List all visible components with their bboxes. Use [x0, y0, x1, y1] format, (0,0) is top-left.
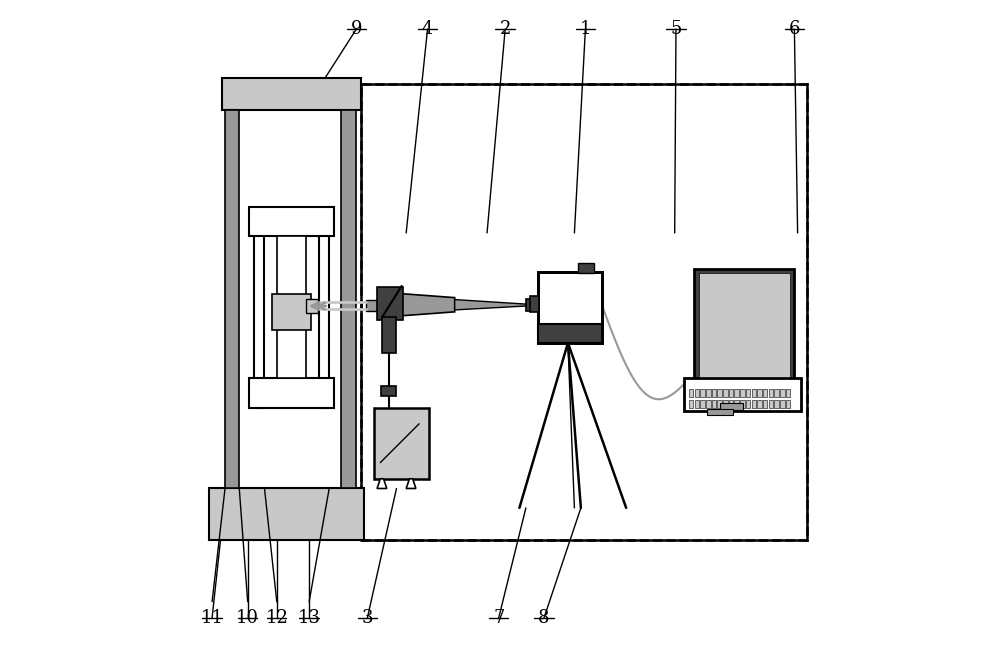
Bar — [752, 389, 756, 397]
Text: 9: 9 — [351, 20, 362, 38]
Polygon shape — [385, 292, 455, 317]
Bar — [757, 389, 762, 397]
Bar — [752, 400, 756, 408]
Bar — [374, 408, 429, 479]
Bar — [780, 389, 785, 397]
Bar — [717, 389, 722, 397]
Bar — [740, 389, 745, 397]
Text: 3: 3 — [362, 609, 373, 627]
Bar — [319, 220, 329, 408]
Bar — [720, 403, 743, 410]
Bar — [272, 294, 311, 330]
Text: 5: 5 — [670, 20, 682, 38]
Bar — [684, 378, 801, 411]
Bar — [786, 389, 790, 397]
Text: 11: 11 — [201, 609, 224, 627]
Bar — [377, 287, 403, 320]
Bar — [689, 389, 693, 397]
Bar — [538, 272, 602, 343]
Bar — [740, 400, 745, 408]
Bar — [538, 272, 602, 343]
Bar — [763, 389, 767, 397]
Bar — [254, 220, 264, 408]
Bar — [249, 378, 334, 408]
Bar — [209, 488, 364, 540]
Bar — [707, 409, 733, 415]
Bar — [361, 84, 807, 540]
Bar — [526, 299, 538, 311]
Bar — [694, 269, 794, 382]
Bar — [706, 389, 711, 397]
Text: 2: 2 — [499, 20, 511, 38]
Bar — [341, 110, 356, 488]
Bar — [712, 400, 716, 408]
Bar — [695, 389, 699, 397]
Bar — [774, 389, 779, 397]
Text: 1: 1 — [580, 20, 591, 38]
Polygon shape — [406, 479, 416, 488]
Bar — [578, 263, 594, 273]
Text: 13: 13 — [298, 609, 321, 627]
Bar — [774, 400, 779, 408]
Bar — [538, 324, 602, 343]
Bar — [769, 400, 773, 408]
Bar — [717, 400, 722, 408]
Bar — [222, 78, 361, 110]
Bar — [530, 296, 539, 312]
Text: 4: 4 — [422, 20, 433, 38]
Text: 6: 6 — [789, 20, 800, 38]
Text: 12: 12 — [265, 609, 288, 627]
Bar — [700, 389, 705, 397]
Bar — [689, 400, 693, 408]
Bar — [361, 84, 807, 540]
Bar — [786, 400, 790, 408]
Polygon shape — [455, 300, 526, 310]
Bar — [712, 389, 716, 397]
Bar — [699, 273, 790, 377]
Bar — [723, 400, 728, 408]
Bar — [734, 400, 739, 408]
Bar — [382, 317, 396, 353]
Bar — [729, 400, 733, 408]
Bar — [757, 400, 762, 408]
Bar — [366, 300, 385, 311]
Bar — [746, 400, 750, 408]
Bar — [729, 389, 733, 397]
Bar — [706, 400, 711, 408]
Bar — [780, 400, 785, 408]
Bar — [769, 389, 773, 397]
Bar — [225, 110, 239, 488]
Bar — [249, 207, 334, 236]
Bar — [746, 389, 750, 397]
Text: 8: 8 — [538, 609, 550, 627]
Bar — [763, 400, 767, 408]
Bar — [381, 386, 396, 396]
Bar — [695, 400, 699, 408]
Bar — [277, 236, 306, 378]
Bar — [723, 389, 728, 397]
Bar — [734, 389, 739, 397]
Bar — [306, 299, 318, 313]
Polygon shape — [377, 479, 387, 488]
Text: 7: 7 — [493, 609, 504, 627]
Text: 10: 10 — [236, 609, 259, 627]
Bar — [700, 400, 705, 408]
